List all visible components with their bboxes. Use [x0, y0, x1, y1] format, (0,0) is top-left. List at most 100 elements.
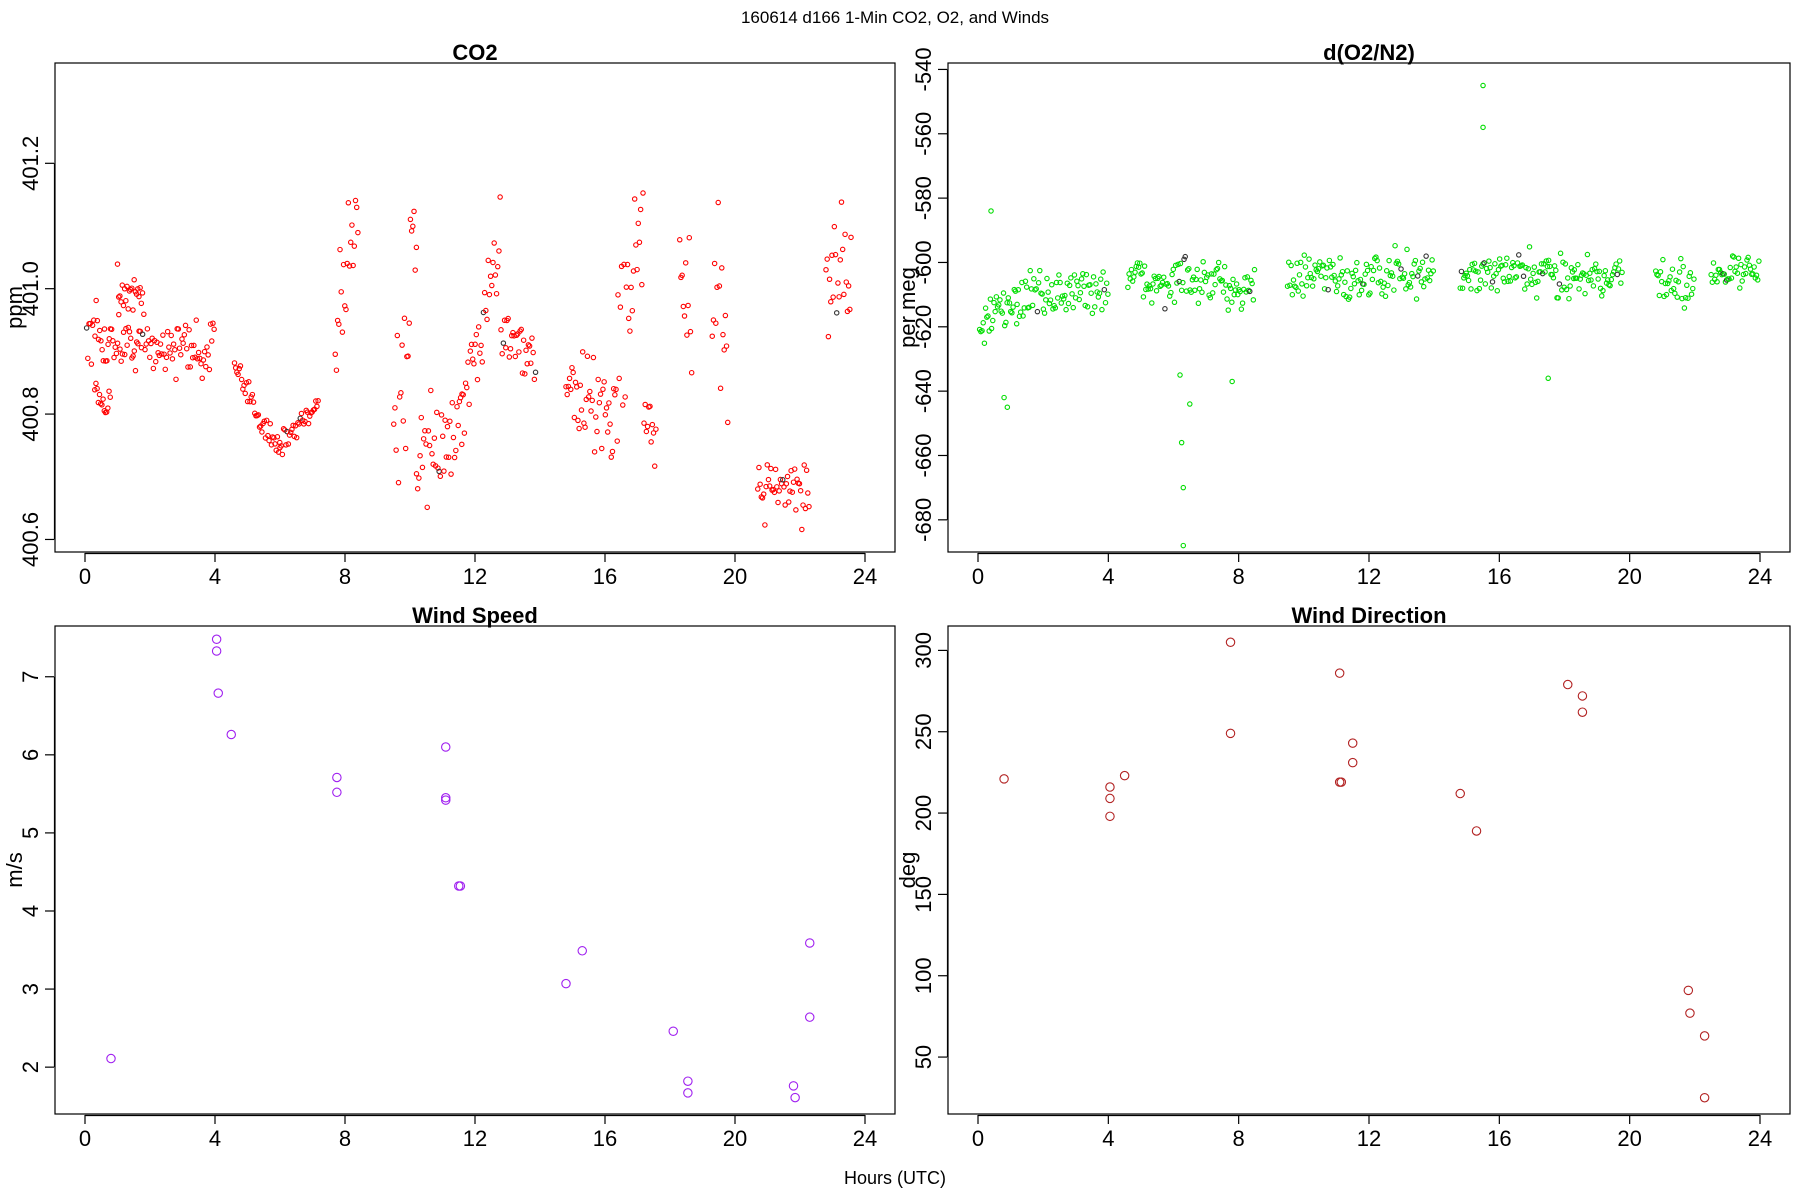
co2-data-point: [588, 408, 594, 414]
o2-data-point: [1009, 310, 1015, 316]
co2-data-point: [124, 283, 130, 290]
co2-data-point: [244, 398, 251, 405]
co2-data-point: [209, 338, 215, 344]
wind-direction-points: [999, 637, 1710, 1103]
o2-data-point: [1076, 296, 1082, 303]
co2-data-point: [843, 279, 850, 285]
o2-data-point: [1291, 283, 1298, 289]
co2-data-point: [96, 327, 103, 334]
o2-data-point: [1382, 293, 1389, 300]
co2-data-point: [411, 208, 417, 215]
o2-data-point: [1685, 295, 1691, 301]
o2-data-point: [1230, 276, 1236, 283]
o2-data-point: [1465, 277, 1472, 284]
o2-data-point: [1573, 275, 1580, 281]
wind-speed-data-point: [804, 1012, 815, 1022]
o2-data-point: [1387, 272, 1394, 279]
co2-data-point: [621, 261, 627, 268]
co2-data-point: [450, 434, 457, 441]
o2-data-point: [1457, 285, 1463, 291]
wind-speed-x-tick-label: 16: [593, 1126, 617, 1151]
co2-data-point: [117, 293, 123, 299]
o2-data-point: [1225, 307, 1231, 313]
co2-x-tick-label: 12: [463, 564, 487, 589]
co2-data-point: [629, 307, 636, 314]
co2-data-point: [188, 342, 195, 349]
o2-data-point: [1520, 273, 1527, 280]
o2-data-point: [1550, 275, 1557, 281]
o2-data-point: [1323, 274, 1329, 281]
o2-data-point: [1063, 306, 1069, 313]
wind-speed-x-tick-label: 0: [79, 1126, 91, 1151]
wind-speed-data-point: [106, 1053, 116, 1064]
o2-data-point: [1014, 301, 1020, 308]
o2-data-point: [1031, 276, 1037, 282]
co2-data-point: [99, 346, 105, 353]
wind-speed-x-tick-label: 12: [463, 1126, 487, 1151]
co2-data-point: [472, 341, 478, 348]
wind-speed-data-point: [211, 634, 222, 645]
o2-data-point: [1566, 295, 1572, 302]
co2-x-tick-label: 24: [853, 564, 877, 589]
o2-data-point: [1336, 276, 1342, 282]
o2-data-point: [1101, 286, 1108, 293]
co2-data-point: [131, 277, 137, 283]
co2-data-point: [402, 445, 409, 452]
co2-data-point: [601, 379, 607, 385]
co2-data-point: [332, 351, 338, 357]
o2-data-point: [1415, 273, 1421, 279]
co2-data-point: [568, 386, 574, 393]
co2-data-point: [412, 267, 418, 273]
co2-data-point: [569, 364, 575, 371]
co2-data-point: [416, 475, 422, 481]
o2-data-point: [1330, 261, 1336, 268]
o2-data-point: [1549, 271, 1555, 278]
o2-data-point: [1719, 271, 1725, 278]
co2-data-point: [444, 423, 451, 430]
o2-data-point: [1467, 266, 1473, 273]
o2-data-point: [1229, 378, 1235, 385]
co2-data-point: [716, 283, 723, 289]
o2-data-point: [1181, 256, 1187, 263]
co2-data-point: [475, 324, 482, 330]
co2-data-point: [449, 399, 455, 406]
co2-data-point: [518, 326, 525, 333]
co2-data-point: [413, 471, 420, 477]
o2-data-point: [1054, 295, 1061, 301]
co2-data-point: [801, 462, 807, 468]
co2-data-point: [615, 292, 621, 298]
co2-data-point: [578, 407, 585, 413]
o2-data-point: [992, 308, 998, 315]
co2-data-point: [201, 348, 208, 355]
o2-data-point: [1089, 310, 1096, 317]
o2-data-point: [1423, 253, 1429, 259]
wind-speed-data-point: [804, 938, 815, 948]
co2-data-point: [481, 289, 488, 296]
co2-data-point: [602, 412, 609, 418]
co2-data-point: [255, 412, 262, 418]
o2-data-point: [1301, 252, 1308, 258]
o2-data-point: [1338, 272, 1345, 278]
wind-speed-x-tick-label: 4: [209, 1126, 221, 1151]
co2-data-point: [503, 344, 509, 351]
o2-data-point: [1721, 271, 1728, 277]
co2-data-point: [441, 468, 447, 474]
figure-title: 160614 d166 1-Min CO2, O2, and Winds: [741, 8, 1049, 27]
o2-data-point: [1186, 265, 1192, 272]
o2-data-point: [982, 305, 989, 311]
co2-data-point: [572, 379, 579, 386]
o2-data-point: [1177, 372, 1183, 378]
o2-data-point: [1088, 290, 1094, 296]
co2-data-point: [407, 216, 414, 223]
o2-y-tick-label: -580: [911, 176, 936, 220]
co2-data-point: [799, 526, 805, 533]
co2-data-point: [176, 345, 183, 351]
o2-data-point: [1751, 264, 1757, 270]
co2-data-point: [679, 272, 685, 279]
co2-data-point: [250, 399, 257, 405]
co2-data-point: [492, 272, 499, 278]
co2-data-point: [124, 342, 130, 348]
o2-data-point: [1351, 281, 1358, 287]
o2-data-point: [1000, 290, 1007, 296]
co2-data-point: [484, 316, 490, 323]
